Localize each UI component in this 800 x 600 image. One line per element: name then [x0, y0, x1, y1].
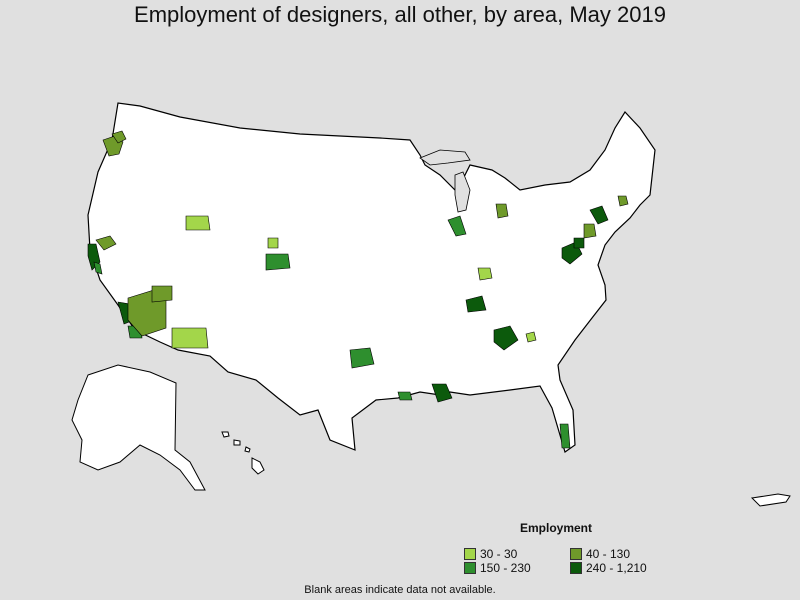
area-new-york — [589, 205, 609, 225]
area-chicago — [447, 215, 467, 237]
area-sacramento — [95, 235, 117, 251]
area-kentucky — [477, 267, 493, 281]
area-new-orleans — [431, 383, 453, 403]
legend-label: 240 - 1,210 — [586, 561, 647, 575]
area-denver — [265, 253, 291, 271]
area-san-jose — [93, 261, 103, 275]
area-salt-lake — [185, 215, 211, 231]
area-atlanta — [493, 325, 519, 351]
lake-superior — [419, 149, 471, 166]
legend-swatch — [464, 562, 476, 574]
legend-item: 40 - 130 — [570, 547, 630, 561]
legend-item: 240 - 1,210 — [570, 561, 647, 575]
puerto-rico — [750, 493, 791, 507]
area-philadelphia — [583, 223, 597, 239]
legend-title: Employment — [520, 521, 593, 535]
shaded-areas — [87, 130, 629, 449]
alaska — [71, 364, 206, 491]
map-title: Employment of designers, all other, by a… — [134, 2, 666, 27]
area-detroit — [495, 203, 509, 219]
area-miami — [559, 423, 571, 449]
legend-label: 150 - 230 — [480, 561, 531, 575]
legend-label: 30 - 30 — [480, 547, 518, 561]
legend-swatch — [570, 548, 582, 560]
area-nashville — [465, 295, 487, 313]
legend-item: 30 - 30 — [464, 547, 517, 561]
area-phoenix — [171, 327, 209, 349]
legend-swatch — [464, 548, 476, 560]
area-baltimore — [573, 237, 585, 249]
area-utah-south — [151, 285, 173, 303]
area-wyoming — [267, 237, 279, 249]
legend-swatch — [570, 562, 582, 574]
legend-item: 150 - 230 — [464, 561, 531, 575]
area-carolina — [525, 331, 537, 343]
area-dallas — [349, 347, 375, 369]
footnote: Blank areas indicate data not available. — [304, 584, 496, 596]
lake-michigan — [454, 171, 471, 213]
legend-label: 40 - 130 — [586, 547, 631, 561]
area-boston — [617, 195, 629, 207]
hawaii — [221, 431, 265, 475]
area-portland — [111, 130, 127, 144]
area-houston — [397, 391, 413, 401]
